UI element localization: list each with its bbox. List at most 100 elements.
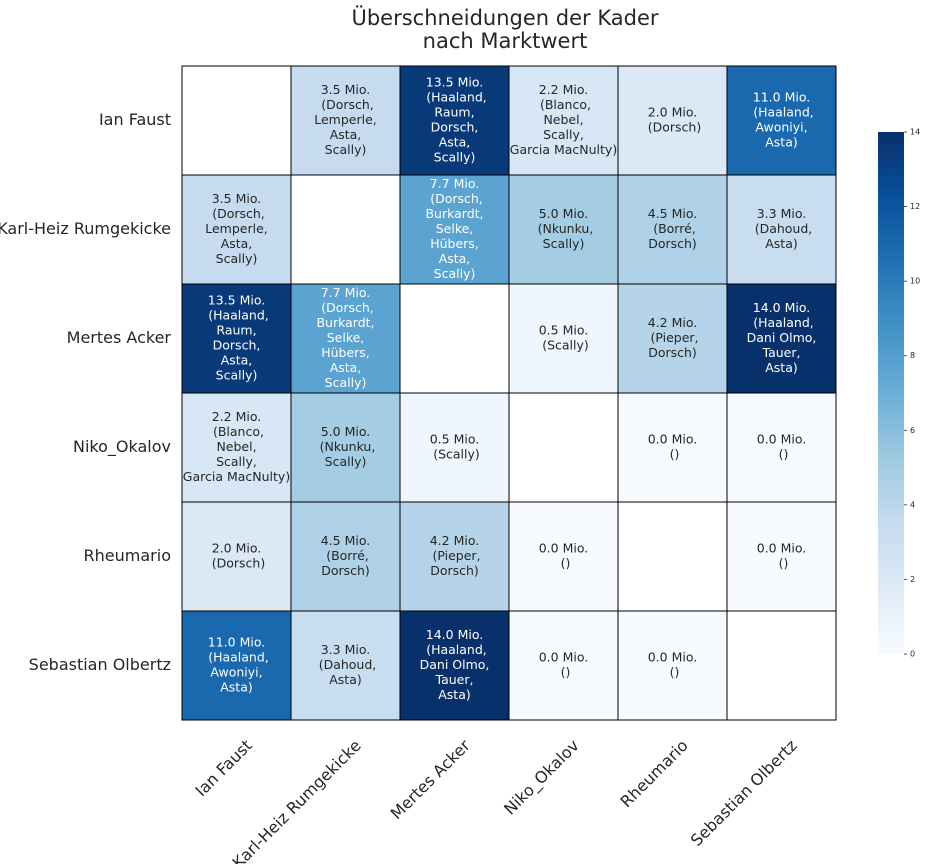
cell-annotation-line: Asta) [329,672,362,687]
column-label: Niko_Okalov [500,736,583,819]
cell-annotation-line: Selke, [327,330,365,345]
cell-annotation-line: 11.0 Mio. [753,90,810,105]
cell-annotation-line: 11.0 Mio. [208,635,265,650]
cell-annotation-line: (Dorsch, [317,300,374,315]
cell-annotation-line: 0.0 Mio. [757,541,807,556]
cell-annotation: 0.0 Mio. () [648,650,698,680]
cell-annotation-line: Dorsch) [648,345,697,360]
heatmap-cell [399,392,510,503]
cell-annotation: 2.2 Mio. (Blanco, Nebel, Scally, Garcia Mac… [183,409,290,484]
heatmap-cell [726,392,837,503]
cell-annotation-line: (Blanco, [536,97,591,112]
cell-annotation-line: Tauer, [762,345,801,360]
row-label: Ian Faust [99,110,171,129]
cell-annotation: 2.2 Mio. (Blanco, Nebel, Scally, Garcia Mac… [510,82,617,157]
cell-annotation-line: 13.5 Mio. [426,75,483,90]
heatmap-cell [181,65,292,176]
row-label: Rheumario [84,546,171,565]
cell-annotation-line: Asta) [765,360,798,375]
cell-annotation-line: Asta, [221,236,253,251]
heatmap-cell [508,174,619,285]
colorbar-tick-label: 8 [910,351,915,360]
cell-annotation-line: (Dorsch) [644,120,701,135]
heatmap-cell [508,392,619,503]
cell-annotation: 5.0 Mio. (Nkunku, Scally) [534,206,594,251]
cell-annotation-line: 0.0 Mio. [757,432,807,447]
heatmap-cells: 3.5 Mio. (Dorsch, Lemperle, Asta, Scally)13… [181,65,837,721]
cell-annotation-line: Dorsch, [213,338,261,353]
cell-annotation-line: () [557,556,571,571]
cell-annotation-line: 14.0 Mio. [426,627,483,642]
heatmap-cell [290,501,401,612]
cell-annotation: 3.3 Mio. (Dahoud, Asta) [315,642,377,687]
cell-annotation-line: 3.5 Mio. [212,191,262,206]
heatmap-cell [181,283,292,394]
heatmap-cell [617,392,728,503]
heatmap-cell [617,501,728,612]
cell-annotation-line: 0.0 Mio. [539,541,589,556]
cell-annotation: 3.3 Mio. (Dahoud, Asta) [751,206,813,251]
cell-annotation-line: (Haaland, [749,315,814,330]
cell-annotation-line: () [666,665,680,680]
cell-annotation: 4.2 Mio. (Pieper, Dorsch) [428,533,480,578]
cell-annotation-line: Raum, [434,105,474,120]
row-label: Mertes Acker [67,328,172,347]
heatmap-cell [181,501,292,612]
heatmap-cell [617,65,728,176]
cell-annotation-line: 4.2 Mio. [430,533,480,548]
cell-annotation-line: Dani Olmo, [747,330,817,345]
cell-annotation-line: Dorsch) [430,563,479,578]
cell-annotation-line: (Scally) [538,338,589,353]
cell-annotation-line: (Nkunku, [534,221,594,236]
cell-annotation-line: (Dahoud, [751,221,813,236]
cell-annotation-line: Hübers, [321,345,370,360]
cell-annotation: 0.0 Mio. () [539,541,589,571]
cell-annotation-line: (Nkunku, [316,439,376,454]
row-labels: Ian Faust Karl-Heiz Rumgekicke Mertes Acke… [0,110,171,674]
heatmap-cell [181,174,292,285]
cell-annotation-line: 7.7 Mio. [321,285,371,300]
heatmap-cell [726,610,837,721]
heatmap-cell [399,501,510,612]
column-label: Rheumario [617,736,692,811]
cell-annotation-line: 2.2 Mio. [539,82,589,97]
cell-annotation-line: Raum, [216,323,256,338]
cell-annotation-line: Lemperle, [205,221,268,236]
cell-annotation-line: Nebel, [216,439,256,454]
cell-annotation-line: 4.5 Mio. [648,206,698,221]
cell-annotation-line: (Haaland, [204,650,269,665]
cell-annotation-line: Asta, [330,127,362,142]
cell-annotation-line: (Pieper, [428,548,480,563]
cell-annotation-line: Asta) [765,236,798,251]
colorbar-tick-label: 4 [910,500,915,509]
chart-title-line: Überschneidungen der Kader [351,5,658,30]
heatmap-cell [399,283,510,394]
heatmap-cell [399,610,510,721]
cell-annotation-line: 14.0 Mio. [753,300,810,315]
heatmap-cell [508,501,619,612]
heatmap-cell [617,610,728,721]
colorbar-tick-label: 6 [910,426,915,435]
cell-annotation: 0.0 Mio. () [757,432,807,462]
heatmap-cell [508,610,619,721]
cell-annotation: 3.5 Mio. (Dorsch, Lemperle, Asta, Scally) [205,191,268,266]
cell-annotation-line: Scally) [434,150,476,165]
cell-annotation: 2.0 Mio. (Dorsch) [644,105,701,135]
cell-annotation: 11.0 Mio. (Haaland, Awoniyi, Asta) [204,635,269,695]
cell-annotation: 0.0 Mio. () [539,650,589,680]
cell-annotation-line: Tauer, [435,672,474,687]
cell-annotation-line: (Dahoud, [315,657,377,672]
cell-annotation-line: Garcia MacNulty) [510,142,617,157]
chart-title-line: nach Marktwert [423,29,588,53]
cell-annotation: 0.0 Mio. () [757,541,807,571]
cell-annotation-line: Scally) [543,236,585,251]
cell-annotation-line: Asta, [330,360,362,375]
cell-annotation-line: (Scally) [429,447,480,462]
cell-annotation-line: (Borré, [322,548,369,563]
heatmap-cell [726,501,837,612]
row-label: Niko_Okalov [73,437,171,457]
cell-annotation-line: Asta) [765,135,798,150]
